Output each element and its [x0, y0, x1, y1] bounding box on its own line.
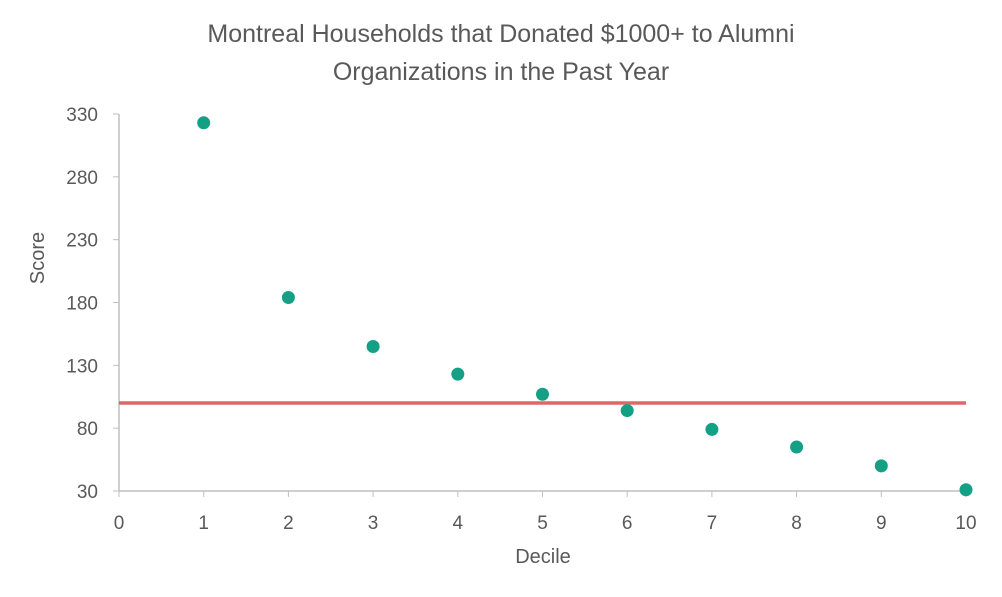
x-tick-label: 1	[198, 513, 209, 534]
y-tick-label: 280	[66, 168, 98, 189]
data-point	[197, 116, 211, 130]
x-tick-label: 7	[707, 513, 718, 534]
chart-title-line-1: Montreal Households that Donated $1000+ …	[207, 20, 795, 48]
data-point	[959, 483, 973, 497]
x-tick-label: 10	[955, 513, 976, 534]
x-axis: 0 1 2 3 4 5 6 7 8 9 10	[114, 490, 977, 534]
y-tick-label: 130	[66, 356, 98, 377]
y-tick-label: 30	[77, 482, 98, 503]
x-tick-label: 3	[368, 513, 379, 534]
x-tick-label: 4	[453, 513, 464, 534]
x-tick-label: 2	[283, 513, 294, 534]
x-tick-label: 8	[791, 513, 802, 534]
y-tick-label: 80	[77, 419, 98, 440]
chart-title-line-2: Organizations in the Past Year	[332, 58, 670, 86]
x-tick-label: 9	[876, 513, 887, 534]
x-tick-label: 0	[114, 513, 125, 534]
y-tick-label: 180	[66, 294, 98, 315]
data-point	[366, 339, 380, 353]
y-axis: 30 80 130 180 230 280 330	[66, 105, 120, 503]
x-axis-label: Decile	[515, 546, 571, 568]
data-point	[790, 440, 804, 454]
data-point	[620, 404, 634, 418]
data-point	[874, 459, 888, 473]
data-point	[536, 387, 549, 401]
y-axis-label: Score	[27, 232, 49, 284]
data-point	[451, 367, 465, 381]
x-tick-label: 6	[622, 513, 633, 534]
data-points	[197, 116, 973, 497]
data-point	[705, 422, 719, 436]
y-tick-label: 230	[66, 231, 98, 252]
data-point	[281, 290, 295, 304]
x-tick-label: 5	[537, 513, 548, 534]
y-tick-label: 330	[66, 105, 98, 126]
